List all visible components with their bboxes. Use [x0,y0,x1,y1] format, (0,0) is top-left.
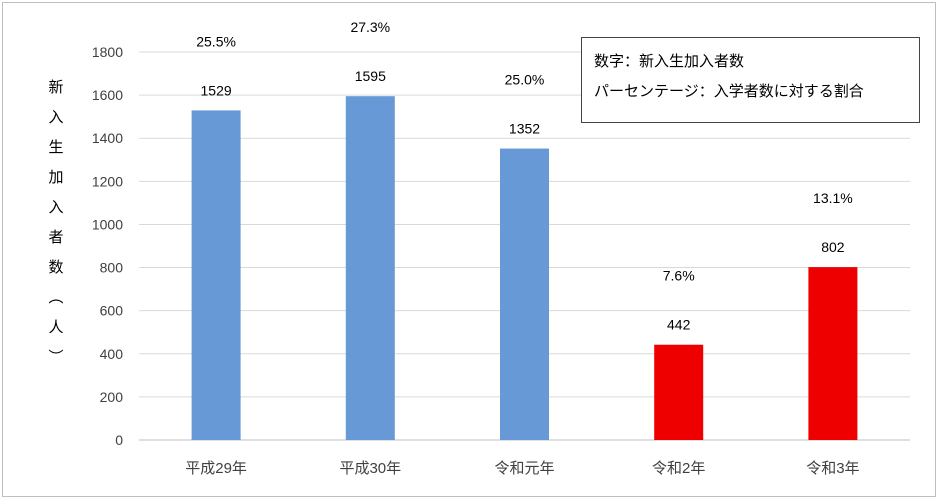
y-axis-label-char: 加 [48,168,64,186]
y-axis-label-char: 生 [48,138,64,156]
y-axis-label-char: 者 [48,228,64,246]
y-axis-label-char: 数 [48,258,64,276]
y-tick-label: 800 [100,260,124,276]
y-tick-label: 1200 [92,173,123,189]
bar [191,110,241,440]
y-tick-label: 0 [115,432,123,448]
percentage-label: 25.0% [505,72,545,88]
y-axis-label-char: ︶ [48,348,64,366]
percentage-label: 25.5% [196,33,236,49]
y-tick-label: 200 [100,389,124,405]
value-label: 1595 [355,68,386,84]
y-tick-label: 1400 [92,130,123,146]
percentage-label: 13.1% [813,190,853,206]
legend-line-numbers: 数字：新入生加入者数 [594,52,745,70]
y-tick-label: 1600 [92,87,123,103]
percentage-label: 27.3% [350,19,390,35]
y-axis-label-char: 入 [48,108,64,126]
bar [345,96,395,440]
y-tick-label: 600 [100,303,124,319]
x-tick-label: 令和2年 [652,460,705,477]
legend-line-percentages: パーセンテージ：入学者数に対する割合 [594,82,864,100]
x-tick-label: 令和元年 [494,460,554,477]
bar [808,267,858,440]
bar [500,148,549,440]
y-tick-label: 400 [100,346,124,362]
y-axis-label-char: 入 [48,198,64,216]
y-axis-label-char: ︵ [48,288,64,306]
legend: 数字：新入生加入者数 パーセンテージ：入学者数に対する割合 [581,37,920,123]
x-tick-label: 平成30年 [339,460,401,477]
y-tick-label: 1800 [92,44,123,60]
y-tick-label: 1000 [92,216,123,232]
value-label: 1529 [201,82,232,98]
x-tick-label: 令和3年 [806,460,859,477]
value-label: 442 [667,317,691,333]
y-axis-label: 新 入 生 加 入 者 数 ︵ 人 ︶ [44,72,68,372]
value-label: 1352 [509,121,540,137]
y-axis-label-char: 人 [48,318,64,336]
y-axis-label-char: 新 [48,78,64,96]
bar [654,344,704,440]
x-tick-label: 平成29年 [185,460,247,477]
percentage-label: 7.6% [663,268,695,284]
value-label: 802 [821,239,845,255]
